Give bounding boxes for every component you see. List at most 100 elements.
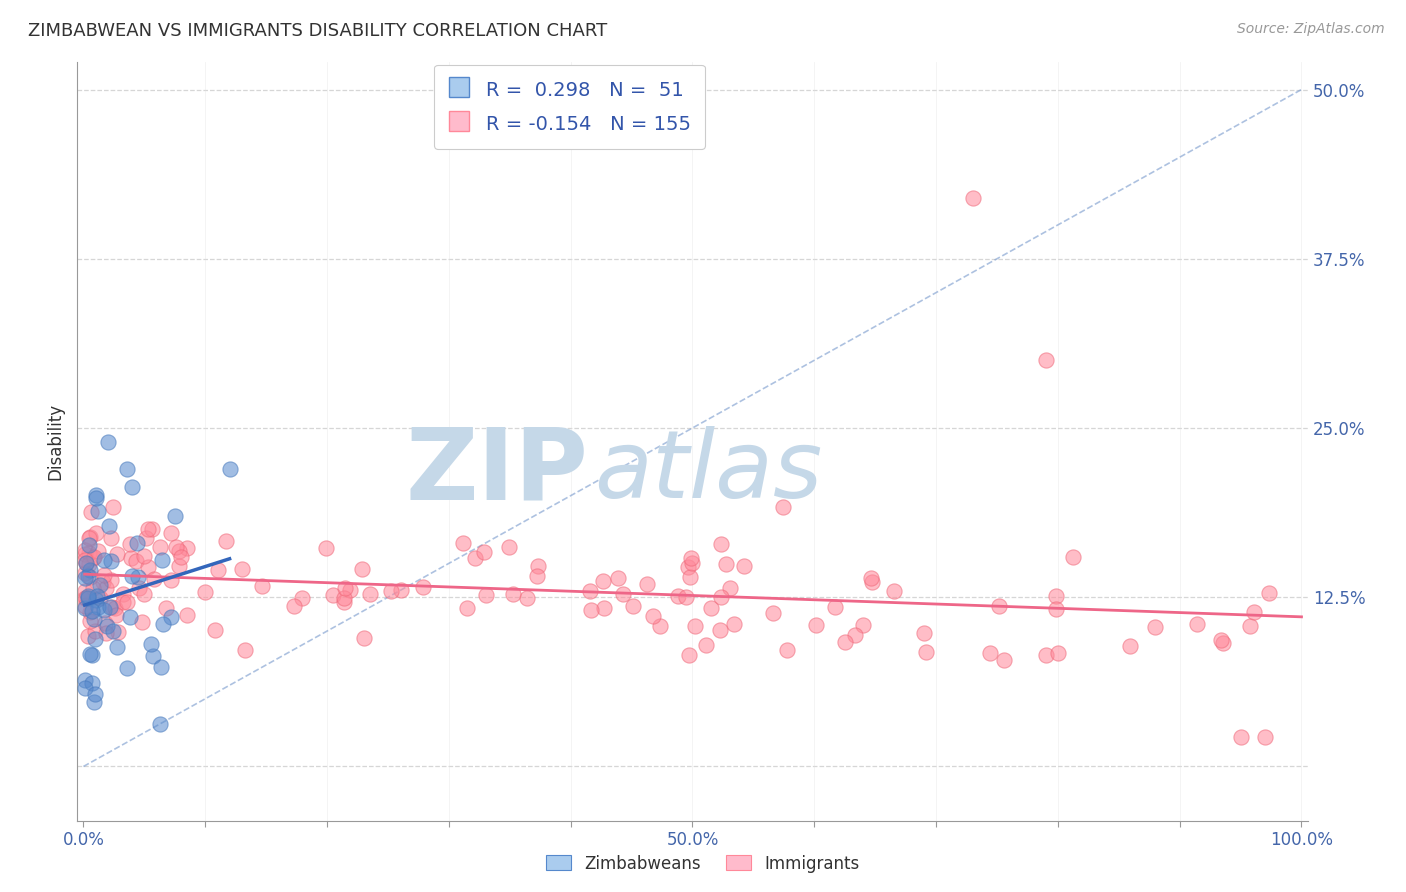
Point bbox=[75, 556, 97, 570]
Point bbox=[104, 601, 127, 615]
Point bbox=[1211, 633, 1233, 648]
Point bbox=[1143, 620, 1166, 634]
Point bbox=[136, 560, 159, 574]
Point bbox=[73, 591, 96, 605]
Legend: Zimbabweans, Immigrants: Zimbabweans, Immigrants bbox=[540, 848, 866, 880]
Point bbox=[120, 550, 142, 565]
Point bbox=[101, 624, 124, 639]
Point bbox=[844, 628, 866, 642]
Point bbox=[105, 607, 128, 622]
Point bbox=[332, 591, 354, 606]
Point bbox=[159, 610, 181, 624]
Point bbox=[84, 632, 107, 646]
Point bbox=[73, 681, 96, 695]
Point bbox=[73, 584, 96, 599]
Point bbox=[79, 648, 101, 662]
Point bbox=[1229, 730, 1251, 744]
Point bbox=[82, 581, 104, 595]
Point bbox=[149, 717, 172, 731]
Point bbox=[83, 695, 105, 709]
Point bbox=[167, 544, 190, 558]
Point bbox=[333, 582, 356, 596]
Point bbox=[380, 584, 402, 599]
Point bbox=[120, 610, 142, 624]
Point bbox=[96, 619, 118, 633]
Point bbox=[498, 541, 520, 555]
Point bbox=[132, 587, 155, 601]
Point bbox=[592, 574, 614, 588]
Point bbox=[852, 617, 875, 632]
Point bbox=[79, 570, 101, 584]
Point bbox=[526, 568, 548, 582]
Point bbox=[111, 587, 134, 601]
Point bbox=[710, 590, 733, 604]
Point bbox=[159, 573, 181, 587]
Point bbox=[93, 575, 115, 590]
Point bbox=[679, 551, 702, 566]
Text: ZIP: ZIP bbox=[405, 424, 588, 520]
Point bbox=[683, 619, 706, 633]
Point bbox=[359, 587, 381, 601]
Point bbox=[676, 560, 699, 574]
Point bbox=[987, 599, 1010, 613]
Point bbox=[218, 461, 240, 475]
Point bbox=[167, 559, 190, 574]
Text: Source: ZipAtlas.com: Source: ZipAtlas.com bbox=[1237, 22, 1385, 37]
Point bbox=[527, 559, 550, 574]
Point bbox=[75, 557, 97, 571]
Point bbox=[93, 552, 115, 566]
Point bbox=[73, 566, 96, 581]
Point bbox=[650, 618, 672, 632]
Point bbox=[834, 635, 856, 649]
Point bbox=[93, 603, 115, 617]
Point bbox=[80, 604, 103, 618]
Point bbox=[77, 531, 100, 545]
Point bbox=[73, 601, 96, 615]
Point bbox=[322, 588, 344, 602]
Point bbox=[389, 582, 412, 597]
Point bbox=[1045, 589, 1067, 603]
Point bbox=[233, 643, 256, 657]
Text: atlas: atlas bbox=[595, 426, 823, 517]
Point bbox=[87, 600, 110, 615]
Point bbox=[77, 591, 100, 605]
Point bbox=[115, 661, 138, 675]
Point bbox=[100, 554, 122, 568]
Point bbox=[127, 570, 149, 584]
Point bbox=[77, 546, 100, 560]
Point bbox=[93, 615, 115, 630]
Point bbox=[84, 491, 107, 506]
Point bbox=[860, 571, 883, 585]
Point bbox=[84, 488, 107, 502]
Point bbox=[165, 540, 187, 554]
Point bbox=[84, 525, 107, 540]
Point bbox=[82, 676, 104, 690]
Point bbox=[77, 629, 100, 643]
Point bbox=[165, 509, 187, 524]
Point bbox=[143, 573, 166, 587]
Point bbox=[1045, 601, 1067, 615]
Point bbox=[84, 624, 107, 638]
Point bbox=[333, 595, 356, 609]
Point bbox=[456, 601, 478, 615]
Point bbox=[1035, 648, 1057, 662]
Point bbox=[73, 571, 96, 585]
Point bbox=[97, 519, 120, 533]
Point bbox=[131, 615, 153, 629]
Point bbox=[176, 541, 198, 555]
Point bbox=[107, 625, 129, 640]
Point bbox=[155, 601, 177, 615]
Point bbox=[215, 534, 238, 549]
Point bbox=[636, 577, 658, 591]
Point bbox=[79, 530, 101, 544]
Point bbox=[176, 608, 198, 623]
Legend: R =  0.298   N =  51, R = -0.154   N = 155: R = 0.298 N = 51, R = -0.154 N = 155 bbox=[434, 64, 704, 149]
Point bbox=[1212, 636, 1234, 650]
Point bbox=[115, 595, 138, 609]
Point bbox=[79, 557, 101, 571]
Point bbox=[979, 646, 1001, 660]
Point bbox=[700, 600, 723, 615]
Point bbox=[1254, 730, 1277, 744]
Point bbox=[681, 556, 703, 570]
Point bbox=[453, 536, 475, 550]
